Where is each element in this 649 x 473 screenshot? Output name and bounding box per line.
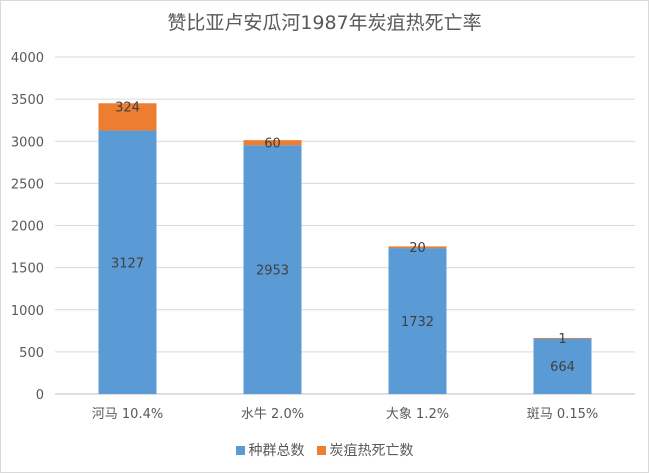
- x-tick-label: 河马 10.4%: [92, 407, 163, 422]
- legend-item-population: 种群总数: [235, 440, 305, 460]
- bar-deaths: [533, 337, 592, 339]
- data-label-deaths: 1: [558, 332, 566, 347]
- bar-deaths: [98, 103, 157, 131]
- y-tick-label: 500: [19, 346, 44, 361]
- bar-deaths: [388, 246, 447, 249]
- y-tick-label: 3000: [11, 135, 44, 150]
- y-tick-label: 2500: [11, 177, 44, 192]
- bar-population: [388, 248, 447, 394]
- y-tick-label: 1500: [11, 262, 44, 277]
- bar-population: [98, 130, 157, 395]
- y-tick-label: 0: [36, 388, 44, 403]
- bar-deaths: [243, 140, 302, 146]
- x-tick-label: 水牛 2.0%: [241, 407, 304, 422]
- legend-swatch-population: [235, 445, 245, 455]
- data-label-population: 3127: [111, 256, 144, 271]
- y-tick-label: 1000: [11, 304, 44, 319]
- y-tick-label: 4000: [11, 51, 44, 66]
- data-label-deaths: 20: [409, 241, 426, 256]
- bar-population: [533, 338, 592, 394]
- legend-item-deaths: 炭疽热死亡数: [316, 440, 414, 460]
- legend: 种群总数 炭疽热死亡数: [0, 440, 649, 460]
- legend-label-population: 种群总数: [248, 443, 305, 459]
- bar-population: [243, 145, 302, 394]
- data-label-deaths: 60: [264, 137, 281, 152]
- data-label-population: 2953: [256, 264, 289, 279]
- legend-label-deaths: 炭疽热死亡数: [329, 443, 414, 459]
- data-label-population: 1732: [401, 315, 434, 330]
- y-tick-label: 2000: [11, 220, 44, 235]
- x-tick-label: 斑马 0.15%: [527, 407, 598, 422]
- x-tick-label: 大象 1.2%: [386, 407, 449, 422]
- data-label-deaths: 324: [115, 100, 140, 115]
- chart-title: 赞比亚卢安瓜河1987年炭疽热死亡率: [167, 12, 482, 34]
- legend-swatch-deaths: [316, 445, 326, 455]
- data-label-population: 664: [550, 360, 575, 375]
- y-tick-label: 3500: [11, 93, 44, 108]
